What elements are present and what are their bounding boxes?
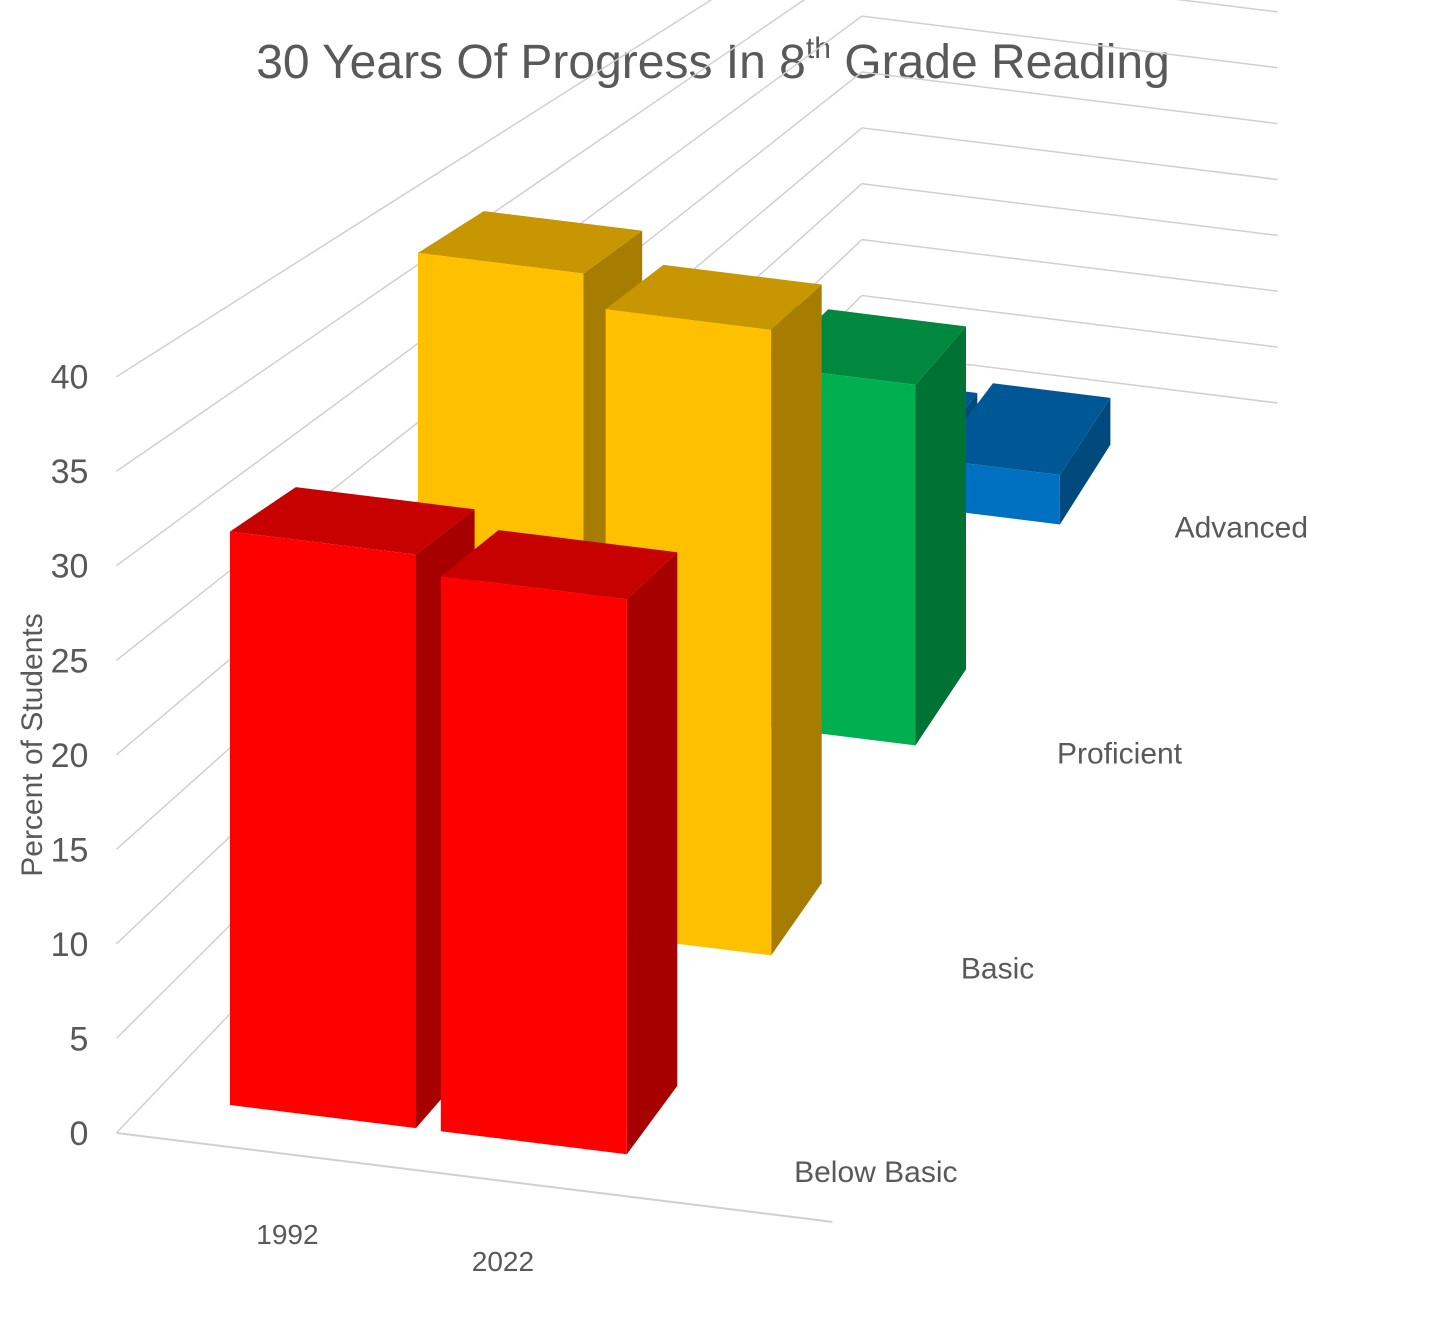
series-label: Proficient <box>1057 737 1183 770</box>
y-tick-label: 25 <box>51 642 89 680</box>
bar-top-face <box>605 264 822 330</box>
bar-side-face <box>915 326 966 746</box>
chart-title: 30 Years Of Progress In 8th Grade Readin… <box>256 32 1170 89</box>
y-tick-label: 20 <box>51 737 89 775</box>
y-tick-labels: 0 5 10 15 20 25 30 35 40 <box>51 359 89 1153</box>
bar-front-face <box>440 576 627 1155</box>
y-tick-label: 40 <box>51 359 89 397</box>
chart-title-main: 30 Years Of Progress In 8 <box>256 36 806 89</box>
bar-front-face <box>935 459 1060 525</box>
series-label: Below Basic <box>794 1156 957 1189</box>
gridline <box>115 15 1278 567</box>
x-category-label: 2022 <box>472 1246 534 1277</box>
y-tick-label: 15 <box>51 831 89 869</box>
bars <box>230 211 1111 1155</box>
y-tick-label: 10 <box>51 926 89 964</box>
bar <box>935 383 1111 525</box>
x-category-labels: 1992 2022 <box>256 1219 534 1277</box>
bar-top-face <box>418 211 643 274</box>
bar-top-face <box>230 487 475 555</box>
bar-top-face <box>935 383 1111 475</box>
bar <box>440 530 678 1155</box>
bar-front-face <box>230 531 416 1129</box>
series-labels: Below Basic Basic Proficient Advanced <box>794 512 1308 1190</box>
y-tick-label: 30 <box>51 548 89 586</box>
chart-title-suffix: Grade Reading <box>831 36 1170 89</box>
bar-side-face <box>626 552 678 1155</box>
series-label: Basic <box>961 952 1034 985</box>
y-tick-label: 35 <box>51 453 89 491</box>
gridline <box>115 0 1278 472</box>
bar-side-face <box>1059 397 1111 525</box>
x-category-label: 1992 <box>256 1219 318 1250</box>
y-tick-label: 5 <box>69 1020 88 1058</box>
bar <box>230 487 475 1129</box>
gridline <box>115 71 1278 661</box>
series-label: Advanced <box>1175 512 1308 545</box>
gridline <box>115 0 713 378</box>
bar-side-face <box>771 284 822 956</box>
bar-top-face <box>440 530 678 600</box>
x-axis-line <box>116 1131 833 1223</box>
y-axis-label: Percent of Students <box>16 613 49 877</box>
y-tick-label: 0 <box>69 1115 88 1153</box>
